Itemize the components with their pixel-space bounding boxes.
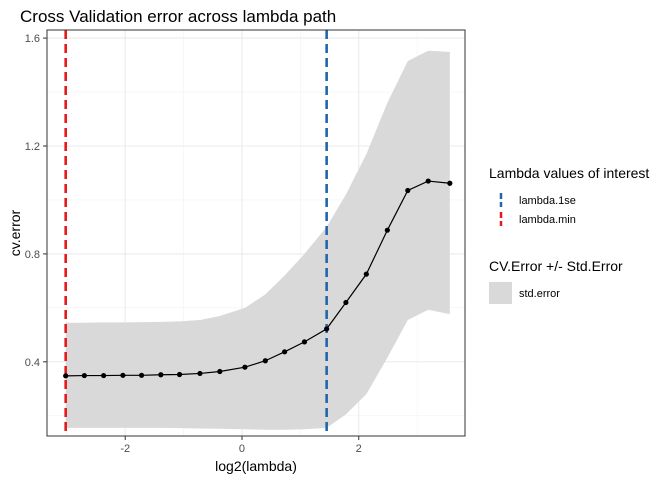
plot-border xyxy=(46,29,466,437)
cv-error-point xyxy=(197,370,203,377)
std-error-band-layer xyxy=(65,50,450,430)
cv-error-point xyxy=(282,349,288,355)
cv-error-point xyxy=(324,326,330,332)
cv-error-point xyxy=(101,372,107,379)
x-tick-label: 2 xyxy=(356,443,362,455)
legend-title-band: CV.Error +/- Std.Error xyxy=(489,258,623,274)
cv-error-point xyxy=(301,339,308,345)
chart-title: Cross Validation error across lambda pat… xyxy=(20,7,336,26)
std-error-band xyxy=(65,50,450,430)
y-axis-title: cv.error xyxy=(7,209,23,256)
legend: Lambda values of interest lambda.1se lam… xyxy=(489,165,649,304)
cv-error-point xyxy=(120,372,126,378)
legend-label-lambda-min: lambda.min xyxy=(519,214,576,226)
cv-error-point xyxy=(81,372,87,379)
x-tick-label: -2 xyxy=(120,443,130,455)
cv-error-point xyxy=(405,187,411,194)
legend-key-std-error xyxy=(489,282,512,304)
cv-error-point xyxy=(425,178,431,184)
cv-error-point xyxy=(363,271,369,277)
cv-error-point xyxy=(262,358,268,364)
cv-error-line-layer xyxy=(65,180,450,377)
x-axis-ticks: -2 0 2 xyxy=(120,436,362,455)
y-tick-label: 1.6 xyxy=(25,33,40,45)
cv-error-point xyxy=(217,368,223,375)
cv-error-point xyxy=(242,364,248,370)
lambda-vlines-layer xyxy=(64,30,328,436)
cv-error-points xyxy=(63,178,453,379)
x-axis-title: log2(lambda) xyxy=(215,458,297,474)
cv-error-point xyxy=(158,372,164,378)
cv-error-line xyxy=(65,180,450,377)
legend-label-lambda-1se: lambda.1se xyxy=(519,195,576,207)
cv-error-point xyxy=(384,227,390,233)
cv-error-point xyxy=(447,180,453,186)
y-axis-ticks: 0.4 0.8 1.2 1.6 xyxy=(25,33,47,369)
legend-title-lambda: Lambda values of interest xyxy=(489,165,649,181)
y-tick-label: 1.2 xyxy=(25,141,40,153)
cv-error-point xyxy=(176,371,183,378)
cv-error-point xyxy=(138,372,145,378)
legend-label-std-error: std.error xyxy=(519,288,560,300)
y-tick-label: 0.8 xyxy=(25,249,40,261)
y-tick-label: 0.4 xyxy=(25,357,40,369)
x-tick-label: 0 xyxy=(239,443,245,455)
cv-error-point xyxy=(343,299,349,306)
cv-error-point xyxy=(63,373,69,379)
